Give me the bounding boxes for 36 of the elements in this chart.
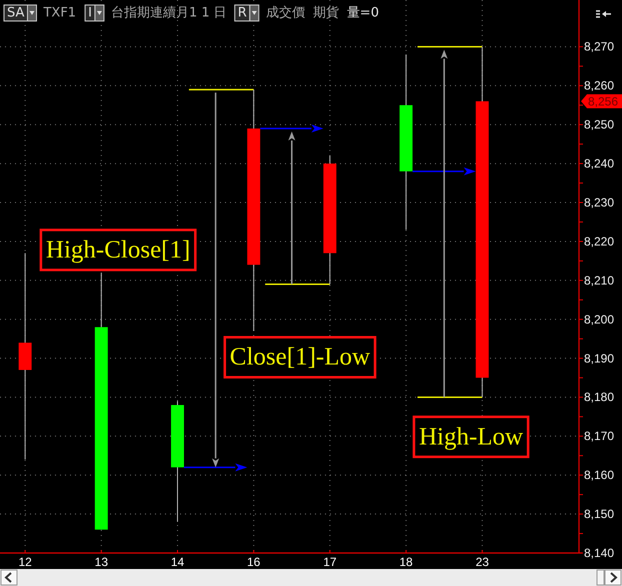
y-tick-label: 8,190 [584,351,614,366]
y-tick-label: 8,270 [584,40,614,54]
annotation: High-Low [418,423,524,450]
y-tick-label: 8,250 [584,118,614,132]
annotation: 期貨 [312,6,339,20]
label-box: High-Close[1] [40,228,197,272]
x-tick-label: 12 [18,555,32,569]
annotation: 8,256 [588,94,618,108]
y-tick-label: 8,170 [584,429,614,444]
annotation: High-Close[1] [46,236,190,264]
x-tick-label: 23 [476,555,490,569]
x-tick-label: 17 [323,555,337,569]
annotation: TXF1 [42,6,76,20]
label-box: High-Low [412,416,530,458]
y-tick-label: 8,160 [584,468,614,482]
y-tick-label: 8,230 [584,196,614,210]
x-tick-label: 13 [94,555,108,569]
y-tick-label: 8,150 [584,507,614,522]
annotation: I [88,6,92,20]
y-tick-label: 8,260 [584,78,614,93]
y-tick-label: 8,180 [584,390,614,404]
x-tick-label: 16 [247,555,261,569]
annotation: SA [7,6,24,20]
annotation: 成交價 [266,4,305,20]
annotation: 量=0 [346,6,379,20]
text: 台指期連續月1 1 日 [110,6,227,20]
label-box: Close[1]-Low [224,336,376,378]
annotation: Close[1]-Low [230,344,370,371]
y-tick-label: 8,240 [584,156,614,171]
y-tick-label: 8,210 [584,273,614,288]
y-tick-label: 8,220 [584,234,614,248]
x-tick-label: 14 [170,555,185,569]
annotation: R [238,6,247,20]
y-tick-label: 8,200 [584,312,614,326]
x-tick-label: 18 [399,555,414,569]
y-tick-label: 8,140 [584,546,614,560]
